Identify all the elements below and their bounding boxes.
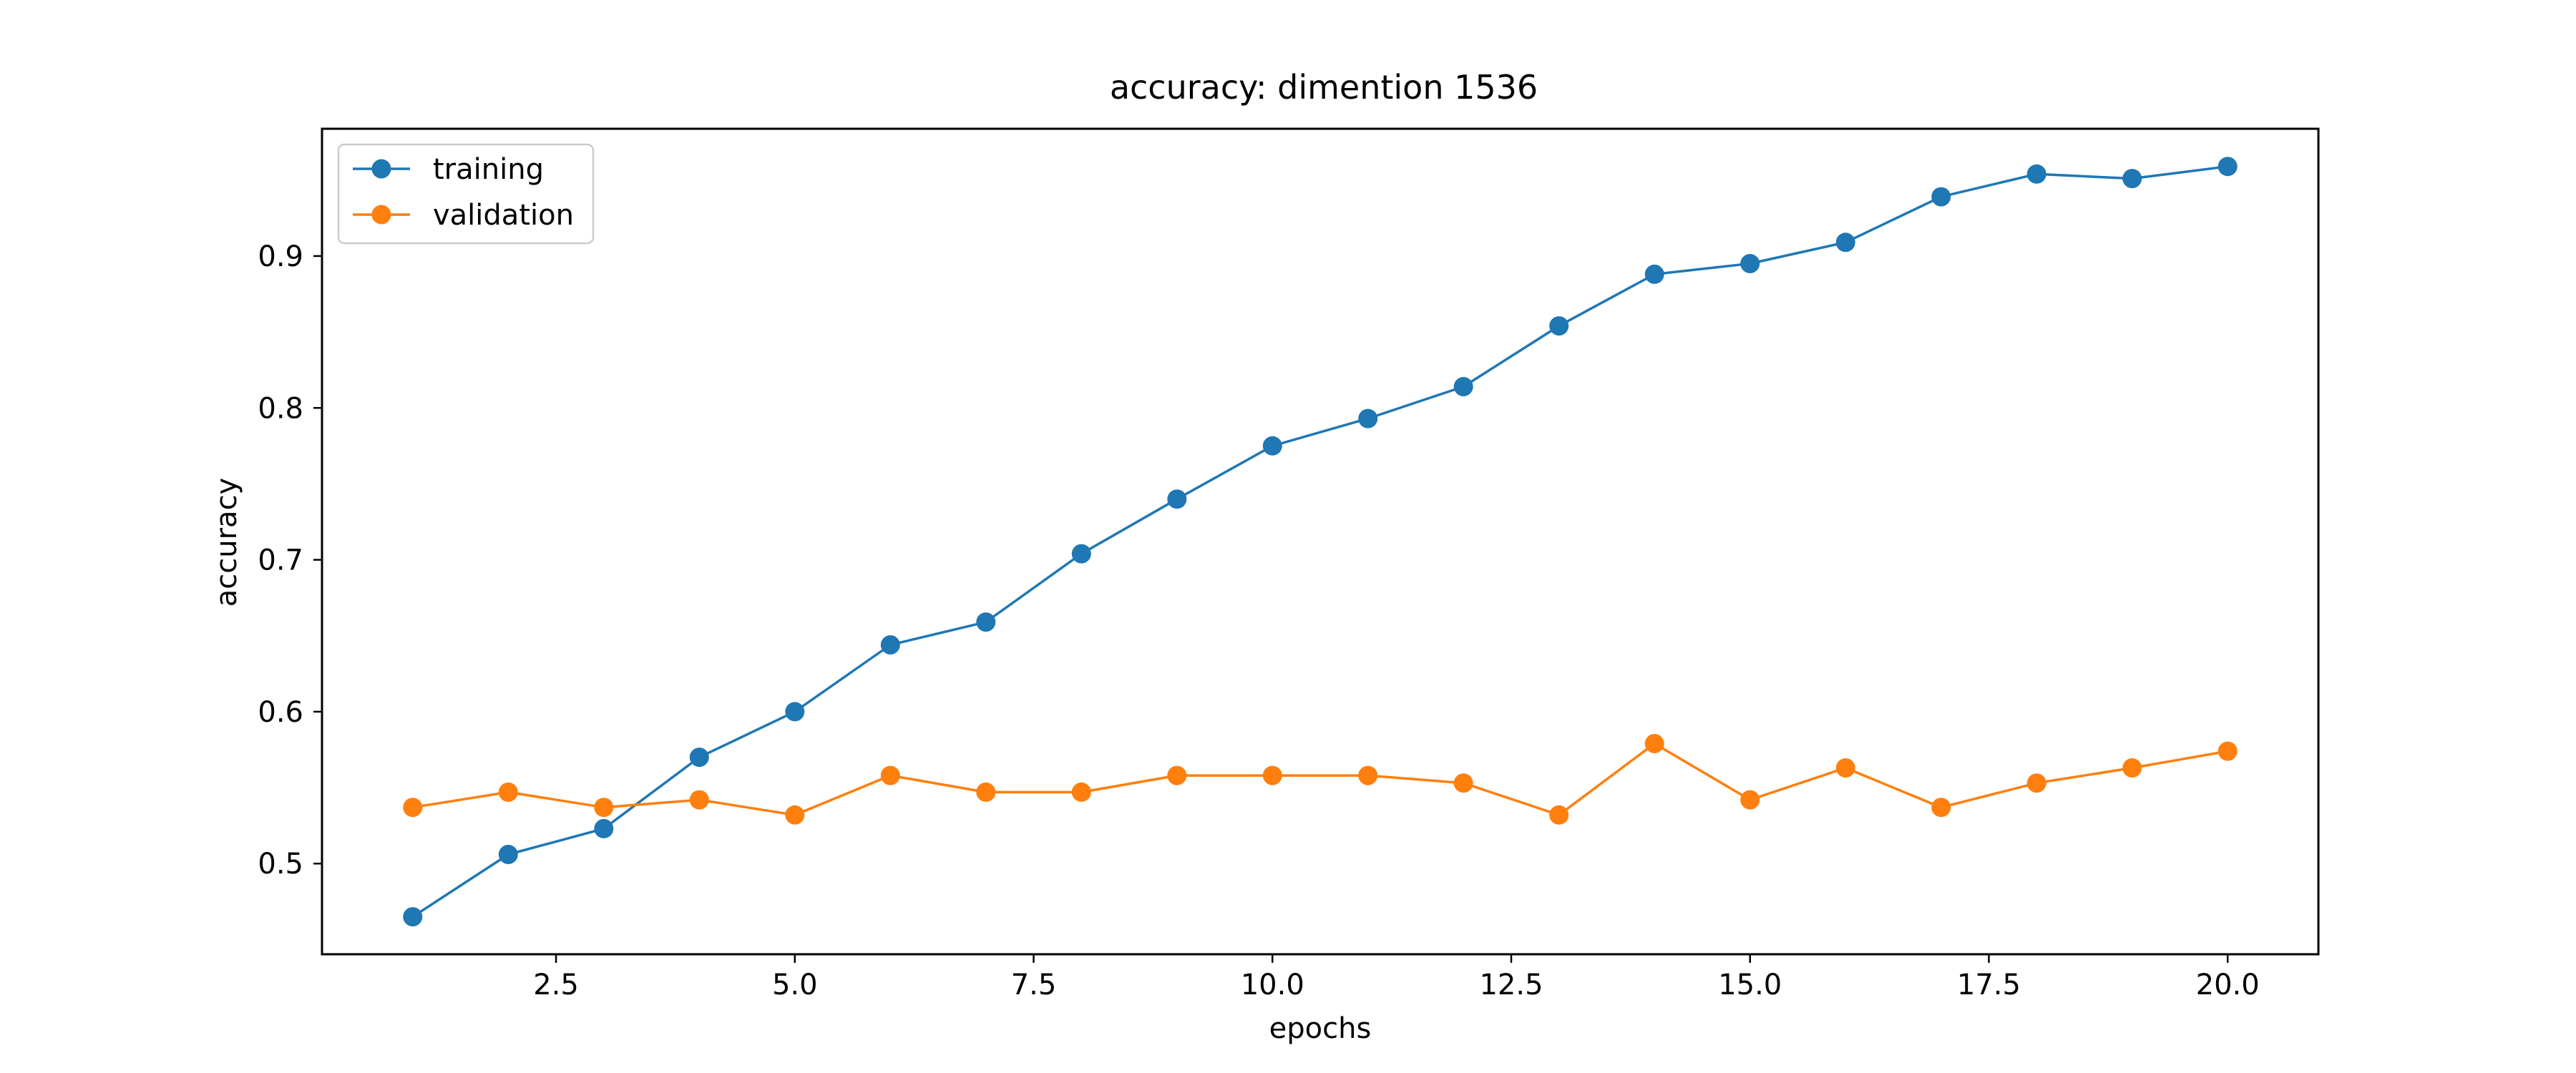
training-point	[976, 612, 996, 632]
legend: training validation	[337, 143, 595, 245]
series-validation	[403, 734, 2238, 825]
legend-item-validation: validation	[353, 199, 574, 232]
training-point	[1453, 377, 1473, 396]
training-point	[1549, 316, 1569, 336]
training-line	[411, 165, 2228, 918]
validation-point	[2218, 741, 2238, 761]
plot-frame	[321, 127, 2320, 956]
validation-line	[412, 742, 2228, 817]
training-point	[1740, 254, 1760, 273]
validation-point	[1835, 758, 1855, 778]
validation-point	[1071, 782, 1091, 802]
x-tick-label: 2.5	[533, 969, 579, 1001]
training-point	[1835, 232, 1855, 253]
y-axis: 0.5 0.6 0.7 0.8 0.9	[258, 240, 322, 881]
validation-point	[1644, 734, 1664, 753]
training-point	[2218, 157, 2238, 177]
y-tick-label: 0.6	[258, 696, 303, 729]
validation-point	[498, 782, 518, 802]
validation-point	[1358, 765, 1378, 785]
training-point	[1167, 489, 1187, 509]
legend-label: training	[433, 153, 544, 186]
series-training	[403, 157, 2238, 927]
training-point	[785, 702, 805, 722]
validation-point	[1740, 790, 1760, 810]
validation-point	[2122, 758, 2142, 778]
validation-point	[1453, 773, 1473, 793]
validation-point	[976, 782, 996, 802]
validation-point	[1262, 765, 1282, 785]
training-point	[2026, 164, 2046, 184]
validation-point	[594, 798, 614, 818]
validation-point	[2026, 773, 2046, 793]
validation-point	[1931, 798, 1951, 818]
validation-point	[1549, 805, 1569, 825]
training-point	[498, 845, 518, 864]
training-point	[1358, 408, 1378, 428]
validation-point	[880, 765, 900, 785]
x-tick-label: 5.0	[772, 969, 818, 1001]
training-point	[689, 748, 709, 768]
validation-point	[1167, 765, 1187, 785]
legend-item-training: training	[353, 153, 544, 186]
y-tick-label: 0.5	[258, 848, 303, 881]
training-point	[2122, 169, 2142, 189]
x-tick-label: 20.0	[2196, 969, 2260, 1001]
y-tick-label: 0.9	[258, 240, 303, 273]
x-tick-label: 7.5	[1011, 969, 1057, 1001]
training-point	[594, 818, 614, 838]
x-tick-label: 15.0	[1718, 969, 1782, 1001]
y-tick-label: 0.7	[258, 544, 303, 577]
training-point	[1262, 436, 1282, 456]
training-point	[403, 907, 423, 927]
x-tick-label: 12.5	[1479, 969, 1543, 1001]
y-axis-label: accuracy	[210, 478, 243, 607]
legend-swatch-marker	[371, 205, 391, 225]
x-tick-label: 10.0	[1241, 969, 1304, 1001]
legend-swatch-marker	[371, 159, 391, 179]
training-point	[1644, 264, 1664, 284]
x-axis-label: epochs	[1269, 1012, 1372, 1045]
training-point	[1071, 544, 1091, 564]
training-point	[880, 635, 900, 655]
training-point	[1931, 187, 1951, 207]
validation-point	[403, 798, 423, 818]
chart-title: accuracy: dimention 1536	[1110, 68, 1538, 107]
x-tick-label: 17.5	[1957, 969, 2021, 1001]
plot-area	[403, 157, 2238, 927]
legend-label: validation	[433, 199, 574, 232]
y-tick-label: 0.8	[258, 392, 303, 425]
x-axis: 2.5 5.0 7.5 10.0 12.5 15.0 17.5 20.0	[533, 954, 2260, 1001]
validation-point	[689, 790, 709, 810]
validation-point	[785, 805, 805, 825]
